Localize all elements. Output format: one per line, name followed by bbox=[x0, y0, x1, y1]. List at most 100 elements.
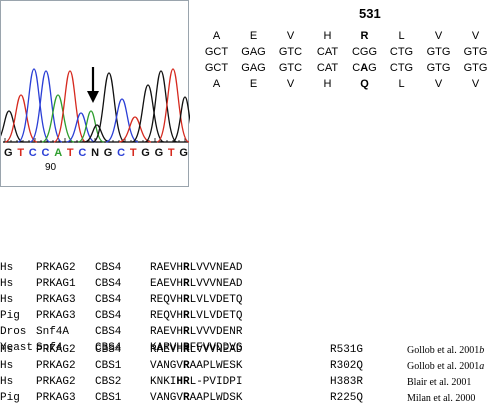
alignment-domain: CBS4 bbox=[95, 294, 122, 306]
alignment-gene: Snf4A bbox=[36, 326, 70, 338]
alignment-sequence: KARVHRFFVVDDVG bbox=[150, 342, 243, 354]
codon-cell: GTG bbox=[426, 62, 451, 74]
base-call: T bbox=[17, 147, 25, 159]
alignment-sequence: REQVHRLVLVDETQ bbox=[150, 310, 243, 322]
alignment-species: Pig bbox=[0, 392, 20, 404]
codon-cell: V bbox=[471, 30, 480, 42]
alignment-species: Hs bbox=[0, 376, 14, 388]
codon-cell: CGG bbox=[351, 46, 378, 58]
alignment-gene: Snf4 bbox=[36, 342, 63, 354]
alignment-reference: Gollob et al. 2001a bbox=[407, 361, 485, 372]
alignment-gene: PRKAG3 bbox=[36, 294, 76, 306]
chromatogram-position-label: 90 bbox=[45, 162, 57, 173]
base-call: T bbox=[129, 147, 137, 159]
codon-cell: GTG bbox=[463, 62, 488, 74]
alignment-mutation: H383R bbox=[330, 376, 364, 388]
trace-peak bbox=[4, 94, 38, 143]
base-call: G bbox=[141, 147, 150, 159]
alignment-species: Yeast bbox=[0, 342, 34, 354]
codon-cell: GTC bbox=[278, 46, 303, 58]
alignment-domain: CBS4 bbox=[95, 310, 122, 322]
base-call: A bbox=[54, 147, 63, 159]
alignment-gene: PRKAG3 bbox=[36, 310, 76, 322]
codon-cell: A bbox=[212, 78, 221, 90]
base-call: T bbox=[66, 147, 74, 159]
alignment-gene: PRKAG1 bbox=[36, 278, 76, 290]
codon-cell: E bbox=[249, 30, 258, 42]
trace-peaks bbox=[1, 68, 190, 143]
base-call: T bbox=[167, 147, 175, 159]
alignment-mutation: R531G bbox=[330, 344, 364, 356]
alignment-domain: CBS4 bbox=[95, 326, 122, 338]
codon-cell: L bbox=[398, 30, 405, 42]
base-call: C bbox=[78, 147, 87, 159]
alignment-domain: CBS1 bbox=[95, 392, 122, 404]
trace-peak bbox=[92, 72, 126, 143]
alignment-gene: PRKAG2 bbox=[36, 262, 76, 274]
trace-peak bbox=[118, 116, 152, 143]
base-call: G bbox=[103, 147, 113, 159]
alignment-domain: CBS4 bbox=[95, 278, 122, 290]
trace-peak bbox=[66, 112, 96, 143]
codon-cell: CTG bbox=[389, 62, 414, 74]
alignment-sequence: RAEVHRLVVVNEAD bbox=[150, 262, 243, 274]
codon-position-number: 531 bbox=[359, 6, 381, 21]
trace-peak bbox=[84, 124, 110, 143]
alignment-species: Hs bbox=[0, 278, 14, 290]
codon-cell: GTG bbox=[463, 46, 488, 58]
codon-cell: V bbox=[286, 30, 295, 42]
alignment-sequence: REQVHRLVLVDETQ bbox=[150, 294, 243, 306]
codon-cell: CAT bbox=[316, 46, 339, 58]
codon-cell: A bbox=[212, 30, 221, 42]
codon-cell: R bbox=[360, 30, 369, 42]
alignment-reference: Blair et al. 2001 bbox=[407, 377, 472, 388]
alignment-reference: Gollob et al. 2001b bbox=[407, 345, 485, 356]
trace-peak bbox=[53, 70, 87, 143]
trace-peak bbox=[105, 98, 139, 143]
alignment-species: Hs bbox=[0, 262, 14, 274]
alignment-reference: Milan et al. 2000 bbox=[407, 393, 476, 404]
alignment-sequence: RAEVHRLVVVDENR bbox=[150, 326, 243, 338]
codon-cell: L bbox=[398, 78, 405, 90]
trace-peak bbox=[144, 70, 178, 143]
codon-cell: GTC bbox=[278, 62, 303, 74]
alignment-mutation: R225Q bbox=[330, 392, 364, 404]
chromatogram-trace bbox=[1, 67, 190, 143]
codon-cell: GTG bbox=[426, 46, 451, 58]
codon-cell: GAG bbox=[241, 46, 266, 58]
trace-peak bbox=[17, 68, 51, 143]
alignment-mutation: R302Q bbox=[330, 360, 364, 372]
trace-peak bbox=[171, 96, 190, 143]
trace-peak bbox=[41, 94, 75, 143]
alignment-sequence: VANGVRAAPLWDSK bbox=[150, 392, 243, 404]
base-call: C bbox=[41, 147, 50, 159]
alignment-species: Dros bbox=[0, 326, 27, 338]
base-call: C bbox=[28, 147, 37, 159]
down-arrow-icon bbox=[87, 67, 99, 103]
codon-row: GCT GAG GTC CAT CGG CTG GTG GTG bbox=[198, 46, 494, 58]
alignment-domain: CBS4 bbox=[95, 344, 122, 356]
alignment-sequence: RAEVHRLVVVNEAD bbox=[150, 344, 243, 356]
codon-cell: V bbox=[434, 78, 443, 90]
base-call: C bbox=[117, 147, 126, 159]
base-call: G bbox=[154, 147, 164, 159]
trace-peak bbox=[156, 68, 190, 143]
codon-row: GCT GAG GTC CAT CAG CTG GTG GTG bbox=[198, 62, 494, 74]
codon-cell: CAG bbox=[352, 62, 377, 74]
alignment-species: Hs bbox=[0, 294, 14, 306]
trace-peak bbox=[1, 110, 24, 143]
trace-peak bbox=[29, 70, 63, 143]
codon-cell: V bbox=[286, 78, 295, 90]
codon-cell: GAG bbox=[241, 62, 266, 74]
alignment-domain: CBS4 bbox=[95, 342, 122, 354]
base-call: G bbox=[4, 147, 13, 159]
alignment-sequence: VANGVRAAPLWESK bbox=[150, 360, 243, 372]
codon-cell: Q bbox=[360, 78, 369, 90]
codon-cell: V bbox=[434, 30, 443, 42]
codon-cell: GCT bbox=[204, 46, 229, 58]
alignment-gene: PRKAG2 bbox=[36, 376, 76, 388]
alignment-gene: PRKAG2 bbox=[36, 360, 76, 372]
